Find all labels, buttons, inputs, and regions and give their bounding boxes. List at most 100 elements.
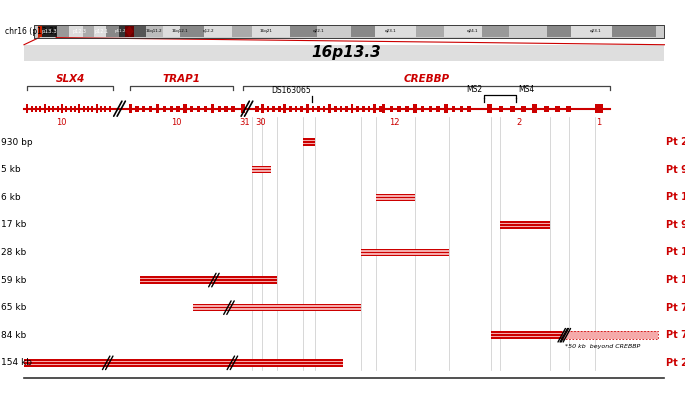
Bar xyxy=(44,104,46,113)
Text: 2: 2 xyxy=(516,118,522,127)
Text: DS163065: DS163065 xyxy=(271,86,311,95)
Bar xyxy=(509,26,547,37)
Bar xyxy=(317,26,351,37)
Bar xyxy=(204,26,232,37)
Bar xyxy=(491,331,562,339)
Text: Pt 90: Pt 90 xyxy=(666,165,685,175)
Bar xyxy=(177,106,179,112)
Bar xyxy=(69,26,83,37)
Bar xyxy=(35,106,37,112)
Text: 31: 31 xyxy=(239,118,250,127)
Bar xyxy=(42,26,57,37)
Bar xyxy=(193,304,361,311)
Bar xyxy=(571,26,612,37)
Bar xyxy=(252,169,271,171)
Bar xyxy=(323,106,325,112)
Bar xyxy=(351,104,353,113)
Bar xyxy=(612,26,656,37)
Text: Pt 117: Pt 117 xyxy=(666,192,685,202)
Bar xyxy=(91,106,93,112)
Bar xyxy=(491,337,562,339)
Bar xyxy=(272,106,275,112)
Bar xyxy=(487,104,493,113)
Bar xyxy=(83,106,85,112)
Bar xyxy=(163,106,166,112)
Bar xyxy=(190,106,193,112)
Bar xyxy=(70,106,72,112)
Bar xyxy=(351,26,375,37)
Bar xyxy=(361,255,449,256)
Text: p12.3: p12.3 xyxy=(73,29,86,34)
Text: *50 kb  beyond CREBBP: *50 kb beyond CREBBP xyxy=(565,344,640,349)
Bar xyxy=(555,106,560,112)
Bar xyxy=(289,106,292,112)
Text: q22.1: q22.1 xyxy=(313,29,324,33)
Text: Pt 77: Pt 77 xyxy=(666,303,685,313)
Bar xyxy=(38,26,42,37)
Bar xyxy=(595,104,603,113)
Text: chr16 (p13.3): chr16 (p13.3) xyxy=(5,27,58,36)
Text: 930 bp: 930 bp xyxy=(1,138,33,147)
Bar xyxy=(34,25,664,38)
Bar xyxy=(303,144,315,146)
Bar xyxy=(368,106,371,112)
Bar xyxy=(361,249,449,256)
Bar xyxy=(140,282,277,284)
Bar xyxy=(104,106,106,112)
Bar xyxy=(24,359,342,367)
Bar xyxy=(134,26,146,37)
Text: Pt 259: Pt 259 xyxy=(666,358,685,368)
Bar xyxy=(436,106,440,112)
Text: 16q21: 16q21 xyxy=(260,29,272,33)
Bar xyxy=(510,106,514,112)
Bar xyxy=(562,331,658,339)
Bar xyxy=(232,26,252,37)
Bar xyxy=(390,106,393,112)
Bar xyxy=(180,26,204,37)
Bar xyxy=(303,138,315,146)
Text: TRAP1: TRAP1 xyxy=(162,74,201,84)
Bar xyxy=(491,331,562,339)
Bar xyxy=(31,106,33,112)
Text: Pt 229: Pt 229 xyxy=(666,137,685,147)
Bar xyxy=(142,106,145,112)
Text: 12: 12 xyxy=(388,118,399,127)
Text: 1: 1 xyxy=(596,118,601,127)
Bar xyxy=(125,26,134,37)
Bar xyxy=(544,106,549,112)
Bar xyxy=(405,106,409,112)
Bar xyxy=(345,106,348,112)
Bar xyxy=(566,106,571,112)
Bar xyxy=(252,166,271,173)
Bar xyxy=(211,104,214,113)
Bar xyxy=(252,172,271,173)
Bar xyxy=(119,26,125,37)
Bar xyxy=(482,26,509,37)
Bar xyxy=(24,362,342,364)
Bar xyxy=(39,106,41,112)
Bar xyxy=(57,106,59,112)
Text: p11.2: p11.2 xyxy=(115,29,126,33)
Bar xyxy=(129,104,132,113)
Text: 59 kb: 59 kb xyxy=(1,275,27,285)
Bar xyxy=(204,106,207,112)
Bar xyxy=(266,106,269,112)
Bar xyxy=(34,25,664,38)
Bar xyxy=(429,106,432,112)
Bar xyxy=(140,276,277,284)
Bar xyxy=(278,106,281,112)
Bar xyxy=(452,106,456,112)
Text: 16p13.3: 16p13.3 xyxy=(311,45,381,60)
Bar xyxy=(375,26,416,37)
Bar xyxy=(379,106,382,112)
Text: q24.1: q24.1 xyxy=(467,29,478,33)
Bar xyxy=(521,106,526,112)
Bar xyxy=(421,106,424,112)
Bar xyxy=(334,106,336,112)
Bar xyxy=(295,106,297,112)
Bar xyxy=(500,221,550,229)
Bar xyxy=(140,279,277,281)
Bar xyxy=(261,104,264,113)
Bar xyxy=(65,106,67,112)
Bar xyxy=(303,138,315,146)
